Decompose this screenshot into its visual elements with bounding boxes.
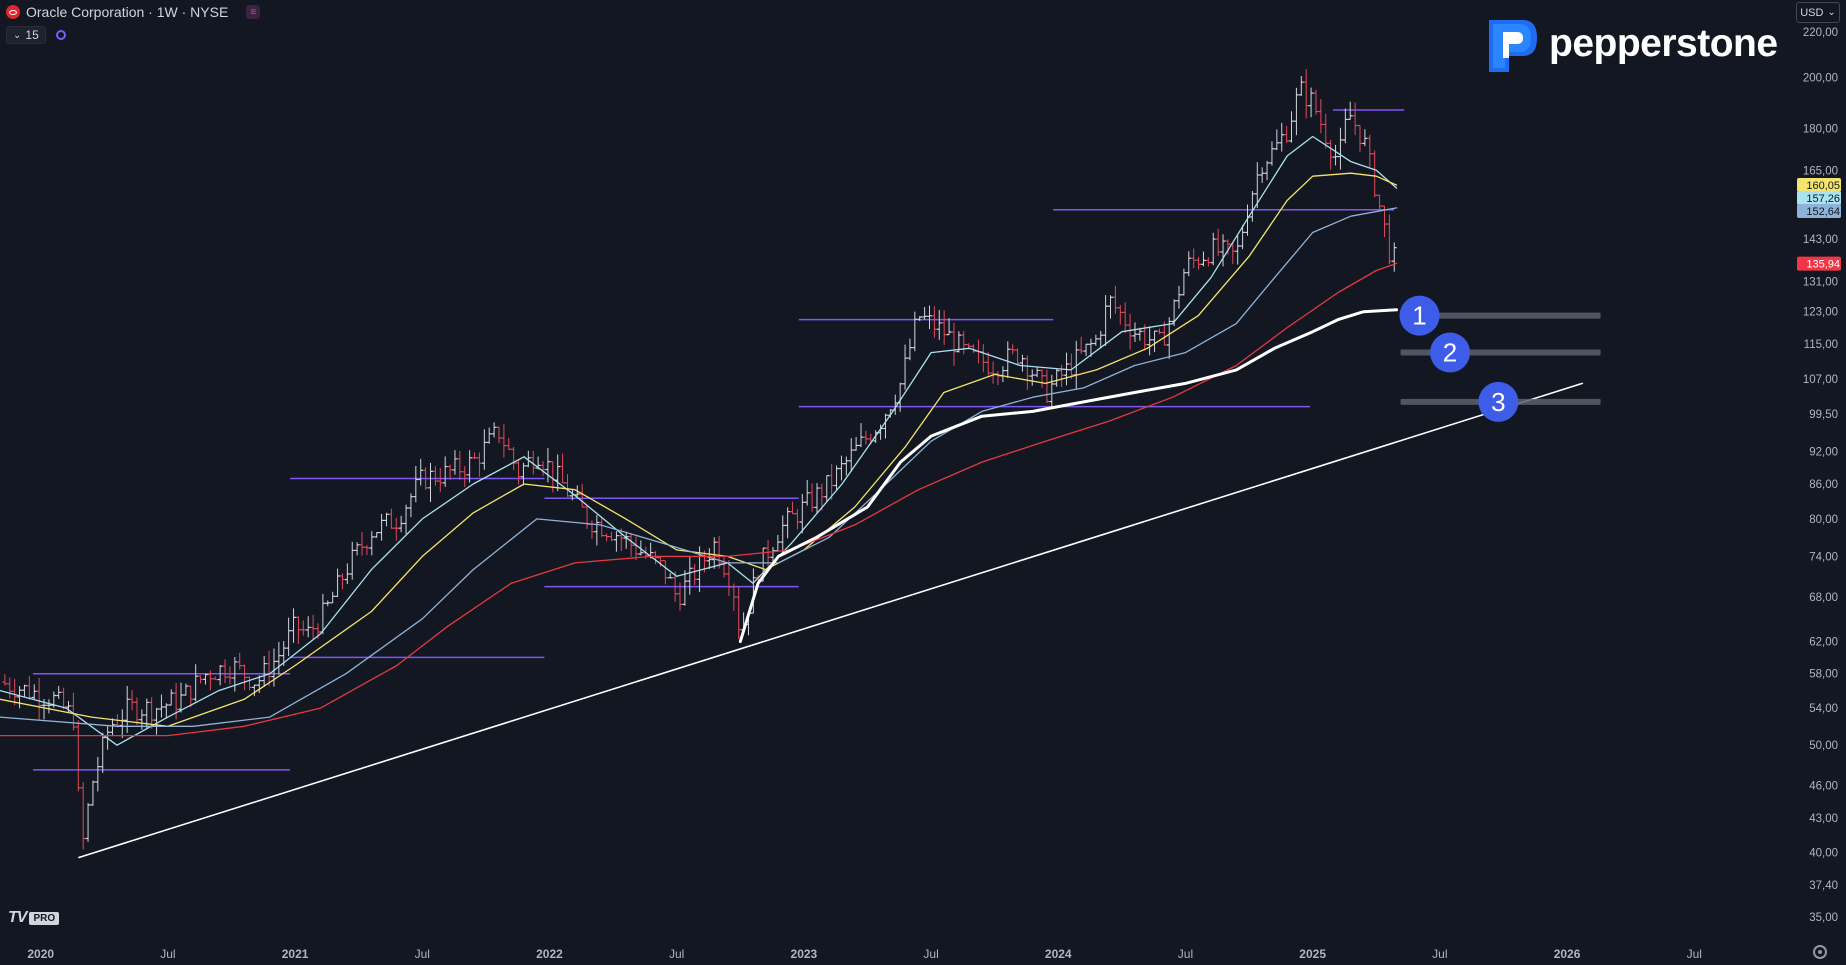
y-tick-label: 74,00 [1809,551,1838,563]
target-marker[interactable] [1399,295,1440,336]
indicator-toolbar: ⌄ 15 [6,26,66,44]
brand-logo: pepperstone [1479,14,1778,74]
price-axis-panel[interactable] [1796,0,1846,965]
target-zone-bar[interactable] [1400,312,1601,319]
moving-average-line[interactable] [0,262,1398,737]
x-tick-label: Jul [1432,947,1447,961]
target-marker-label: 2 [1443,338,1457,368]
price-label-badge [1797,177,1841,192]
y-tick-label: 54,00 [1809,703,1838,715]
x-tick-label: Jul [1687,947,1702,961]
y-tick-label: 80,00 [1809,514,1838,526]
symbol-header[interactable]: Oracle Corporation · 1W · NYSE ≡ [6,3,261,21]
pro-badge: PRO [29,911,60,925]
y-tick-label: 46,00 [1809,780,1838,792]
y-tick-label: 131,00 [1803,276,1838,288]
x-tick-label: 2025 [1299,947,1326,961]
x-tick-label: Jul [923,947,938,961]
x-tick-label: 2022 [536,947,563,961]
x-tick-label: Jul [1178,947,1193,961]
y-tick-label: 68,00 [1809,592,1838,604]
price-label: 160,05 [1806,180,1840,192]
price-label: 135,94 [1806,259,1840,271]
chevron-down-icon: ⌄ [1827,7,1836,18]
y-tick-label: 62,00 [1809,637,1838,649]
x-tick-label: Jul [160,947,175,961]
y-tick-label: 200,00 [1803,73,1838,85]
y-tick-label: 107,00 [1803,374,1838,386]
x-tick-label: 2021 [282,947,309,961]
indicator-count-button[interactable]: ⌄ 15 [6,26,46,44]
y-tick-label: 40,00 [1809,848,1838,860]
symbol-title[interactable]: Oracle Corporation · 1W · NYSE [26,4,229,20]
y-tick-label: 180,00 [1803,123,1838,135]
x-tick-label: 2026 [1554,947,1581,961]
y-tick-label: 123,00 [1803,307,1838,319]
x-tick-label: Jul [669,947,684,961]
price-label-badge [1797,203,1841,218]
oracle-logo-icon [6,5,20,19]
y-tick-label: 37,40 [1809,880,1838,892]
y-tick-label: 143,00 [1803,234,1838,246]
x-tick-label: Jul [415,947,430,961]
price-label-badge [1797,256,1841,271]
y-tick-label: 165,00 [1803,165,1838,177]
target-marker-label: 1 [1412,301,1426,331]
y-tick-label: 115,00 [1804,339,1838,351]
tv-logo: TV [8,909,27,926]
y-tick-label: 58,00 [1809,669,1838,681]
y-tick-label: 86,00 [1809,479,1838,491]
y-tick-label: 43,00 [1809,813,1838,825]
y-tick-label: 35,00 [1809,912,1838,924]
y-tick-label: 50,00 [1809,740,1838,752]
x-tick-label: 2024 [1045,947,1072,961]
y-tick-label: 220,00 [1803,27,1838,39]
moving-average-line[interactable] [0,135,1398,746]
x-tick-label: 2023 [791,947,818,961]
price-label: 152,64 [1806,206,1840,218]
more-options-icon[interactable]: ≡ [246,5,261,19]
target-marker-label: 3 [1491,387,1505,417]
tradingview-watermark: TV PRO [8,909,60,927]
price-label: 157,26 [1806,193,1840,205]
y-tick-label: 99,50 [1809,409,1838,421]
loading-icon [55,30,66,40]
moving-average-line[interactable] [738,308,1399,644]
settings-icon[interactable] [1813,945,1827,959]
time-axis-panel[interactable] [0,938,1796,965]
chevron-down-icon: ⌄ [13,29,22,41]
moving-average-line[interactable] [0,207,1398,727]
indicator-count: 15 [25,28,39,42]
target-marker[interactable] [1478,381,1519,422]
target-marker[interactable] [1430,332,1471,373]
trendline[interactable] [78,382,1584,859]
moving-average-line[interactable] [0,172,1398,727]
currency-label: USD [1800,6,1824,19]
currency-selector[interactable]: USD ⌄ [1796,2,1840,23]
y-tick-label: 92,00 [1809,447,1838,459]
price-label-badge [1797,190,1841,205]
brand-name: pepperstone [1549,22,1778,65]
pepperstone-mark-icon [1489,20,1537,72]
x-tick-label: 2020 [27,947,54,961]
